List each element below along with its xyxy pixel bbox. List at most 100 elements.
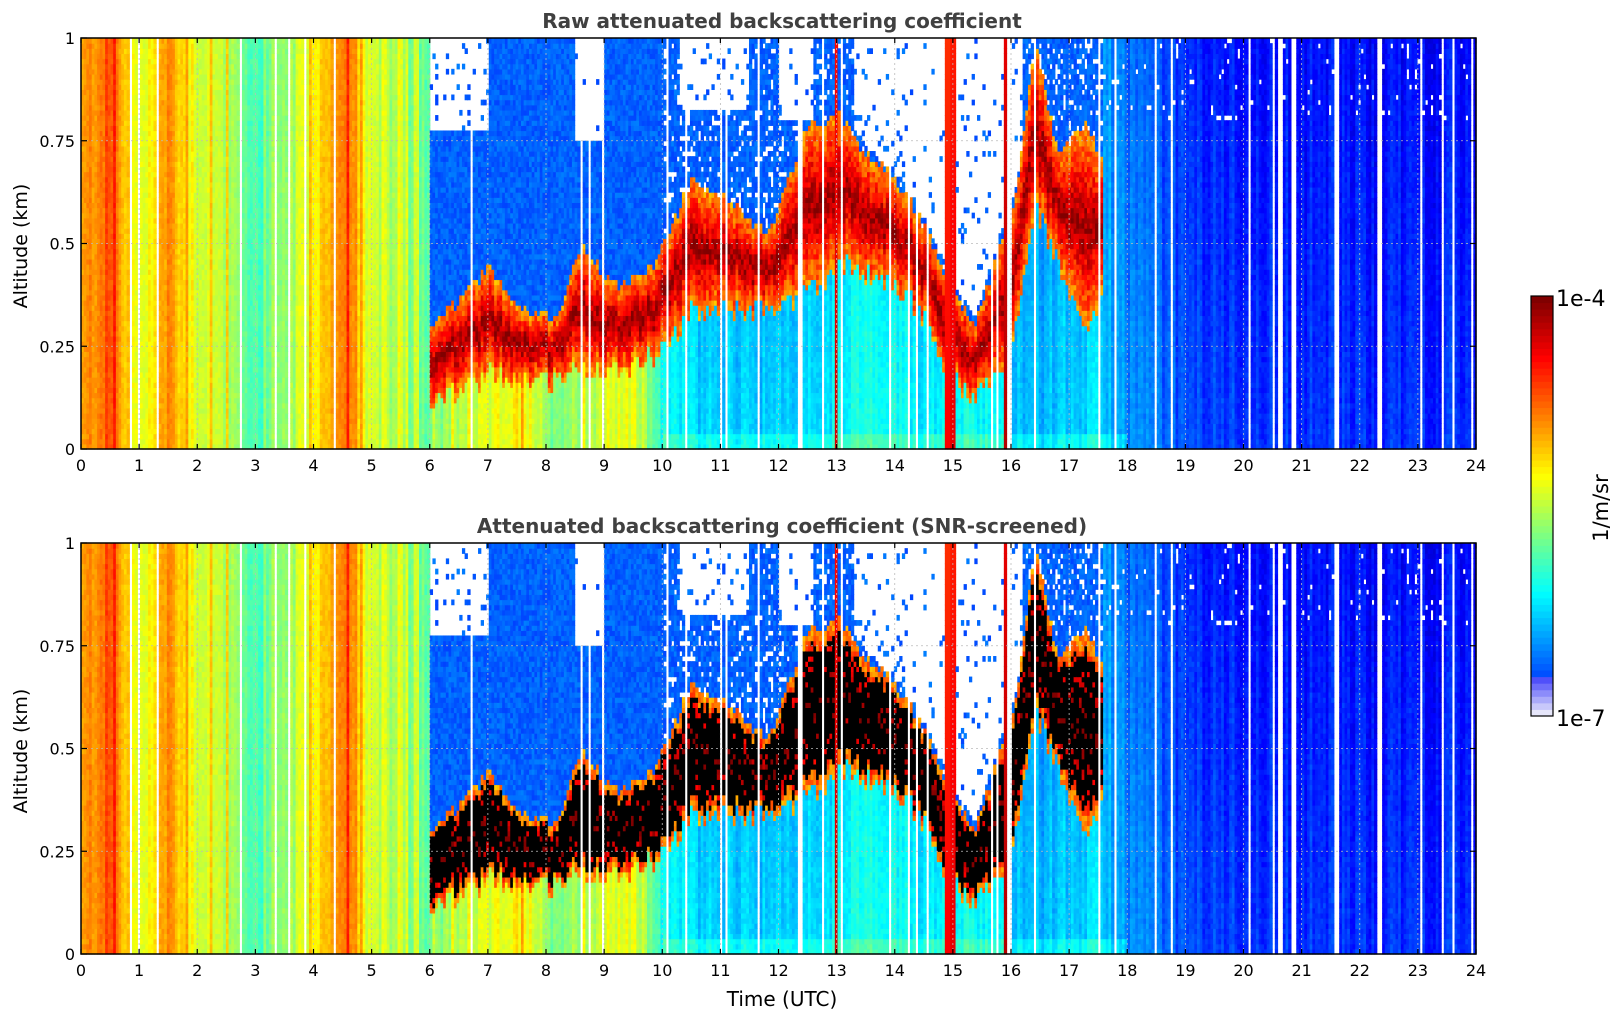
x-tick-label: 21 xyxy=(1291,456,1311,475)
colorbar-swatch xyxy=(1531,401,1553,408)
colorbar-swatch xyxy=(1531,335,1553,342)
colorbar-swatch xyxy=(1531,552,1553,559)
x-tick-label: 0 xyxy=(76,456,86,475)
colorbar-swatch xyxy=(1531,296,1553,303)
x-tick-label: 9 xyxy=(599,961,609,980)
x-tick-label: 14 xyxy=(885,961,905,980)
colorbar-swatch xyxy=(1531,473,1553,480)
colorbar-swatch xyxy=(1531,637,1553,644)
colorbar-swatch xyxy=(1531,394,1553,401)
colorbar-swatch xyxy=(1531,342,1553,349)
colorbar-swatch xyxy=(1531,683,1553,690)
colorbar-swatch xyxy=(1531,381,1553,388)
x-tick-label: 23 xyxy=(1408,961,1428,980)
colorbar-swatch xyxy=(1531,368,1553,375)
colorbar-swatch xyxy=(1531,388,1553,395)
x-tick-label: 13 xyxy=(826,961,846,980)
colorbar-swatch xyxy=(1531,578,1553,585)
y-tick-label: 0.25 xyxy=(39,842,75,861)
colorbar-swatch xyxy=(1531,499,1553,506)
y-tick-label: 0.75 xyxy=(39,132,75,151)
y-tick-label: 0.75 xyxy=(39,637,75,656)
x-tick-label: 24 xyxy=(1466,456,1486,475)
x-tick-label: 7 xyxy=(483,456,493,475)
x-tick-label: 22 xyxy=(1350,961,1370,980)
x-tick-label: 7 xyxy=(483,961,493,980)
colorbar-swatch xyxy=(1531,526,1553,533)
x-tick-label: 6 xyxy=(425,961,435,980)
colorbar-swatch xyxy=(1531,460,1553,467)
x-tick-label: 6 xyxy=(425,456,435,475)
colorbar-swatch xyxy=(1531,664,1553,671)
colorbar-swatch xyxy=(1531,303,1553,310)
colorbar-swatch xyxy=(1531,408,1553,415)
x-tick-label: 17 xyxy=(1059,456,1079,475)
colorbar-swatch xyxy=(1531,545,1553,552)
colorbar-swatch xyxy=(1531,670,1553,677)
colorbar-swatch xyxy=(1531,631,1553,638)
x-tick-label: 8 xyxy=(541,456,551,475)
x-tick-label: 5 xyxy=(367,961,377,980)
x-tick-label: 11 xyxy=(710,961,730,980)
x-tick-label: 3 xyxy=(250,456,260,475)
x-tick-label: 14 xyxy=(885,456,905,475)
colorbar-swatch xyxy=(1531,447,1553,454)
colorbar-swatch xyxy=(1531,506,1553,513)
colorbar-swatch xyxy=(1531,355,1553,362)
x-tick-label: 12 xyxy=(768,456,788,475)
colorbar-swatch xyxy=(1531,677,1553,684)
colorbar-swatch xyxy=(1531,703,1553,710)
x-tick-label: 16 xyxy=(1001,456,1021,475)
colorbar-swatch xyxy=(1531,604,1553,611)
colorbar-swatch xyxy=(1531,493,1553,500)
x-tick-label: 10 xyxy=(652,961,672,980)
panel-1-title: Raw attenuated backscattering coefficien… xyxy=(542,9,1022,33)
colorbar-swatch xyxy=(1531,696,1553,703)
x-tick-label: 13 xyxy=(826,456,846,475)
colorbar-swatch xyxy=(1531,349,1553,356)
colorbar-swatch xyxy=(1531,316,1553,323)
colorbar-swatch xyxy=(1531,480,1553,487)
x-tick-label: 1 xyxy=(134,961,144,980)
x-tick-label: 9 xyxy=(599,456,609,475)
colorbar-swatch xyxy=(1531,421,1553,428)
panel-2-x-axis-label: Time (UTC) xyxy=(726,987,838,1011)
colorbar-swatch xyxy=(1531,329,1553,336)
x-tick-label: 18 xyxy=(1117,961,1137,980)
colorbar-swatch xyxy=(1531,650,1553,657)
colorbar-min-label: 1e-7 xyxy=(1556,707,1605,732)
colorbar-swatch xyxy=(1531,322,1553,329)
colorbar-swatch xyxy=(1531,454,1553,461)
colorbar-swatch xyxy=(1531,434,1553,441)
x-tick-label: 19 xyxy=(1175,456,1195,475)
x-tick-label: 4 xyxy=(308,961,318,980)
x-tick-label: 24 xyxy=(1466,961,1486,980)
colorbar-swatch xyxy=(1531,591,1553,598)
y-tick-label: 1 xyxy=(65,29,75,48)
colorbar-max-label: 1e-4 xyxy=(1556,287,1605,312)
x-tick-label: 15 xyxy=(943,961,963,980)
y-tick-label: 0 xyxy=(65,440,75,459)
colorbar-swatch xyxy=(1531,572,1553,579)
colorbar-swatch xyxy=(1531,657,1553,664)
x-tick-label: 3 xyxy=(250,961,260,980)
y-tick-label: 0.25 xyxy=(39,337,75,356)
colorbar-unit-label: 1/m/sr xyxy=(1589,474,1613,542)
x-tick-label: 21 xyxy=(1291,961,1311,980)
colorbar-swatch xyxy=(1531,440,1553,447)
x-tick-label: 5 xyxy=(367,456,377,475)
x-tick-label: 2 xyxy=(192,961,202,980)
colorbar-swatch xyxy=(1531,427,1553,434)
colorbar-swatch xyxy=(1531,585,1553,592)
colorbar-swatch xyxy=(1531,565,1553,572)
x-tick-label: 4 xyxy=(308,456,318,475)
x-tick-label: 18 xyxy=(1117,456,1137,475)
x-tick-label: 2 xyxy=(192,456,202,475)
panel-2-y-axis-label: Altitude (km) xyxy=(10,689,32,814)
colorbar xyxy=(1531,296,1553,717)
panel-2-title: Attenuated backscattering coefficient (S… xyxy=(477,514,1087,538)
colorbar-swatch xyxy=(1531,414,1553,421)
x-tick-label: 8 xyxy=(541,961,551,980)
x-tick-label: 16 xyxy=(1001,961,1021,980)
y-tick-label: 0 xyxy=(65,945,75,964)
